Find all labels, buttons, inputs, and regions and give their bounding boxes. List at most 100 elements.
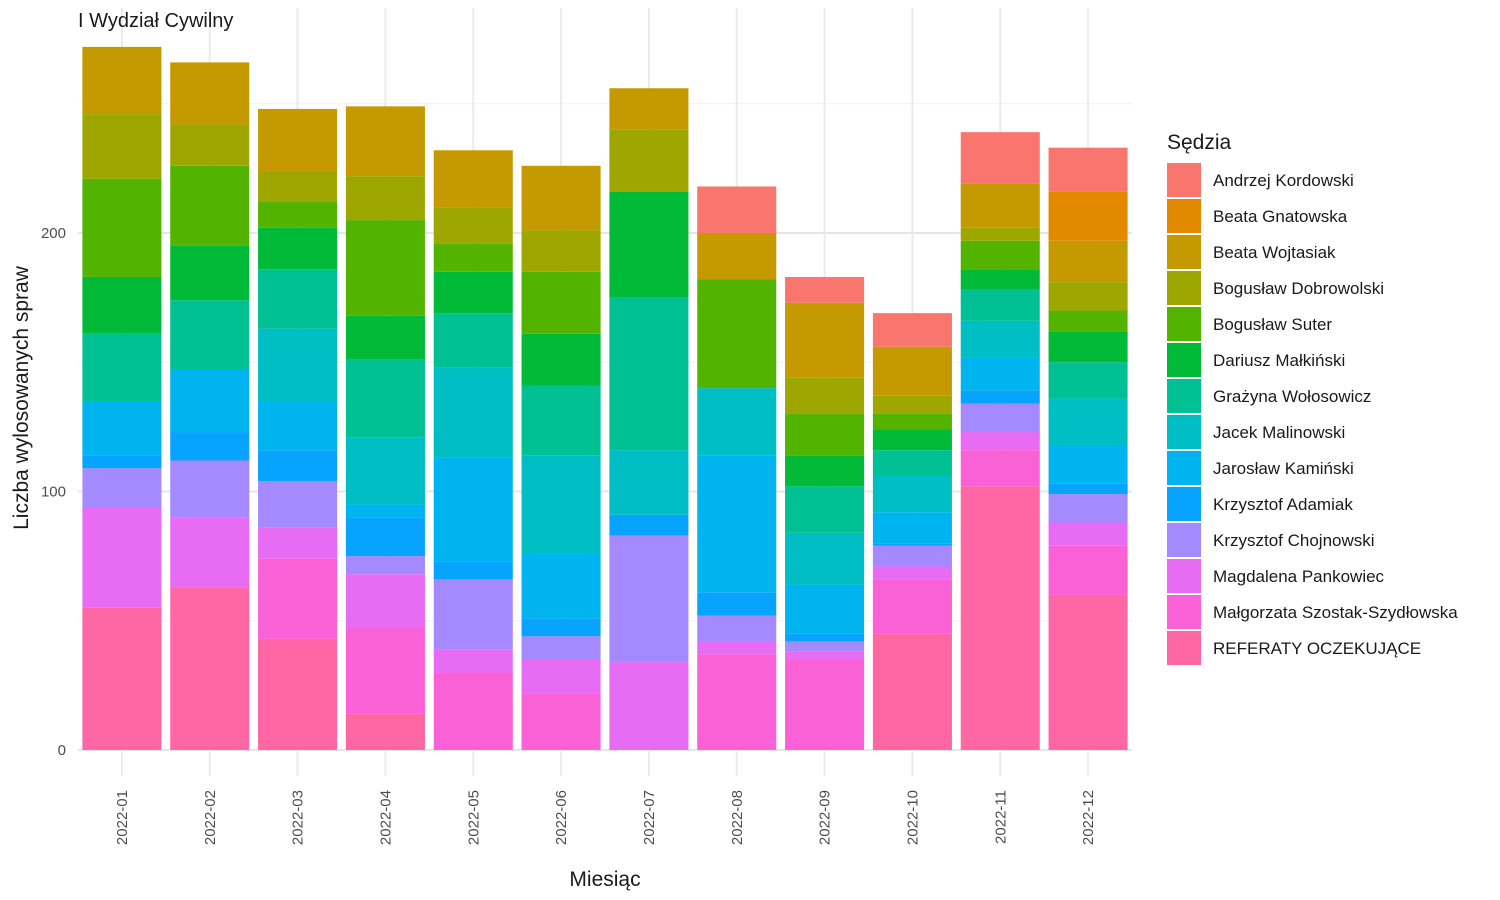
bar-segment-dariusz-malkinski-2022-01 [82, 276, 162, 334]
bar-segment-beata-wojtasiak-2022-08 [697, 233, 777, 280]
bar-segment-krzysztof-chojnowski-2022-11 [960, 403, 1040, 433]
x-tick-label: 2022-08 [729, 790, 746, 845]
legend-label-jacek-malinowski: Jacek Malinowski [1213, 423, 1345, 442]
legend-key-magdalena-pankowiec [1167, 559, 1201, 593]
x-tick-label: 2022-11 [992, 790, 1009, 844]
bar-segment-referaty-oczekujace-2022-02 [170, 587, 250, 750]
bar-segment-jacek-malinowski-2022-09 [785, 532, 865, 585]
legend-label-beata-gnatowska: Beata Gnatowska [1213, 207, 1348, 226]
bar-segment-grazyna-wolosowicz-2022-01 [82, 333, 162, 402]
bar-segment-malgorzata-szostak-szydlowska-2022-09 [785, 659, 865, 750]
bar-segment-krzysztof-adamiak-2022-03 [258, 450, 338, 482]
bar-segment-jaroslaw-kaminski-2022-06 [521, 553, 601, 619]
bar-segment-malgorzata-szostak-szydlowska-2022-03 [258, 558, 338, 639]
bar-segment-dariusz-malkinski-2022-12 [1048, 331, 1128, 363]
bar-segment-krzysztof-chojnowski-2022-01 [82, 468, 162, 508]
bar-segment-boguslaw-dobrowolski-2022-07 [609, 129, 689, 192]
legend-label-magdalena-pankowiec: Magdalena Pankowiec [1213, 567, 1385, 586]
legend-label-beata-wojtasiak: Beata Wojtasiak [1213, 243, 1336, 262]
bar-segment-magdalena-pankowiec-2022-04 [345, 574, 425, 629]
bar-segment-krzysztof-chojnowski-2022-02 [170, 460, 250, 518]
bar-segment-boguslaw-suter-2022-12 [1048, 310, 1128, 332]
bar-segment-krzysztof-adamiak-2022-05 [433, 561, 513, 580]
y-tick-labels: 0 100 200 [41, 225, 66, 759]
legend-key-referaty-oczekujace [1167, 631, 1201, 665]
legend-key-jaroslaw-kaminski [1167, 451, 1201, 485]
bar-segment-grazyna-wolosowicz-2022-12 [1048, 362, 1128, 399]
bar-segment-grazyna-wolosowicz-2022-07 [609, 297, 689, 451]
bar-segment-magdalena-pankowiec-2022-09 [785, 651, 865, 660]
bar-segment-jacek-malinowski-2022-07 [609, 450, 689, 515]
bar-segment-grazyna-wolosowicz-2022-05 [433, 313, 513, 368]
bar-segment-krzysztof-adamiak-2022-09 [785, 633, 865, 642]
bar-segment-dariusz-malkinski-2022-03 [258, 227, 338, 270]
bar-segment-jacek-malinowski-2022-12 [1048, 398, 1128, 445]
bar-segment-andrzej-kordowski-2022-12 [1048, 147, 1128, 192]
x-tick-label: 2022-05 [465, 790, 482, 845]
bar-segment-jaroslaw-kaminski-2022-03 [258, 401, 338, 451]
bar-segment-magdalena-pankowiec-2022-06 [521, 659, 601, 694]
bar-segment-krzysztof-chojnowski-2022-09 [785, 641, 865, 652]
bar-segment-jacek-malinowski-2022-06 [521, 455, 601, 554]
bar-segment-jaroslaw-kaminski-2022-12 [1048, 444, 1128, 484]
legend: Sędzia Andrzej Kordowski Beata Gnatowska B… [1167, 131, 1458, 665]
bar-segment-grazyna-wolosowicz-2022-11 [960, 289, 1040, 321]
bar-segment-boguslaw-suter-2022-05 [433, 243, 513, 272]
bar-segment-malgorzata-szostak-szydlowska-2022-05 [433, 672, 513, 750]
bar-segment-beata-wojtasiak-2022-04 [345, 106, 425, 177]
bar-segment-dariusz-malkinski-2022-11 [960, 269, 1040, 290]
bar-segment-magdalena-pankowiec-2022-05 [433, 649, 513, 673]
bar-segment-grazyna-wolosowicz-2022-06 [521, 385, 601, 456]
bar-segment-jaroslaw-kaminski-2022-10 [872, 512, 952, 544]
legend-key-andrzej-kordowski [1167, 163, 1201, 197]
bar-segment-beata-wojtasiak-2022-03 [258, 108, 338, 171]
bar-segment-boguslaw-dobrowolski-2022-02 [170, 124, 250, 166]
bar-segment-boguslaw-suter-2022-01 [82, 178, 162, 277]
bar-segment-dariusz-malkinski-2022-04 [345, 315, 425, 360]
bar-segment-boguslaw-dobrowolski-2022-11 [960, 227, 1040, 241]
bar-segment-beata-wojtasiak-2022-05 [433, 150, 513, 208]
legend-key-krzysztof-adamiak [1167, 487, 1201, 521]
legend-key-jacek-malinowski [1167, 415, 1201, 449]
legend-title: Sędzia [1167, 131, 1232, 154]
bar-segment-krzysztof-chojnowski-2022-04 [345, 556, 425, 575]
bars [82, 46, 1128, 750]
legend-label-krzysztof-chojnowski: Krzysztof Chojnowski [1213, 531, 1375, 550]
bar-segment-referaty-oczekujace-2022-04 [345, 713, 425, 750]
chart-title: I Wydział Cywilny [78, 10, 233, 32]
legend-label-malgorzata-szostak-szydlowska: Małgorzata Szostak-Szydłowska [1213, 603, 1458, 622]
legend-label-krzysztof-adamiak: Krzysztof Adamiak [1213, 495, 1353, 514]
legend-key-grazyna-wolosowicz [1167, 379, 1201, 413]
x-axis-label: Miesiąc [569, 868, 640, 891]
bar-segment-malgorzata-szostak-szydlowska-2022-04 [345, 628, 425, 714]
bar-segment-boguslaw-suter-2022-02 [170, 165, 250, 246]
bar-segment-krzysztof-chojnowski-2022-12 [1048, 494, 1128, 523]
bar-segment-boguslaw-dobrowolski-2022-12 [1048, 282, 1128, 311]
bar-segment-jaroslaw-kaminski-2022-01 [82, 401, 162, 456]
bar-segment-boguslaw-dobrowolski-2022-04 [345, 176, 425, 221]
bar-segment-krzysztof-adamiak-2022-12 [1048, 483, 1128, 495]
bar-segment-jacek-malinowski-2022-04 [345, 437, 425, 505]
bar-segment-krzysztof-adamiak-2022-04 [345, 517, 425, 557]
legend-key-krzysztof-chojnowski [1167, 523, 1201, 557]
bar-segment-krzysztof-chojnowski-2022-08 [697, 615, 777, 642]
y-axis-label: Liczba wylosowanych spraw [10, 265, 33, 530]
legend-label-boguslaw-suter: Bogusław Suter [1213, 315, 1332, 334]
bar-segment-dariusz-malkinski-2022-02 [170, 245, 250, 301]
x-tick-label: 2022-04 [377, 790, 394, 845]
x-tick-label: 2022-06 [553, 790, 570, 845]
bar-segment-jaroslaw-kaminski-2022-09 [785, 584, 865, 634]
bar-segment-beata-wojtasiak-2022-06 [521, 165, 601, 231]
x-tick-label: 2022-03 [290, 790, 307, 845]
bar-segment-beata-wojtasiak-2022-01 [82, 46, 162, 115]
bar-segment-referaty-oczekujace-2022-12 [1048, 594, 1128, 750]
legend-key-beata-gnatowska [1167, 199, 1201, 233]
bar-segment-malgorzata-szostak-szydlowska-2022-06 [521, 693, 601, 750]
bar-segment-jacek-malinowski-2022-08 [697, 388, 777, 456]
x-tick-label: 2022-07 [641, 790, 658, 845]
bar-segment-magdalena-pankowiec-2022-03 [258, 527, 338, 559]
bar-segment-magdalena-pankowiec-2022-02 [170, 517, 250, 588]
bar-segment-jacek-malinowski-2022-11 [960, 320, 1040, 358]
bar-segment-boguslaw-dobrowolski-2022-09 [785, 377, 865, 414]
